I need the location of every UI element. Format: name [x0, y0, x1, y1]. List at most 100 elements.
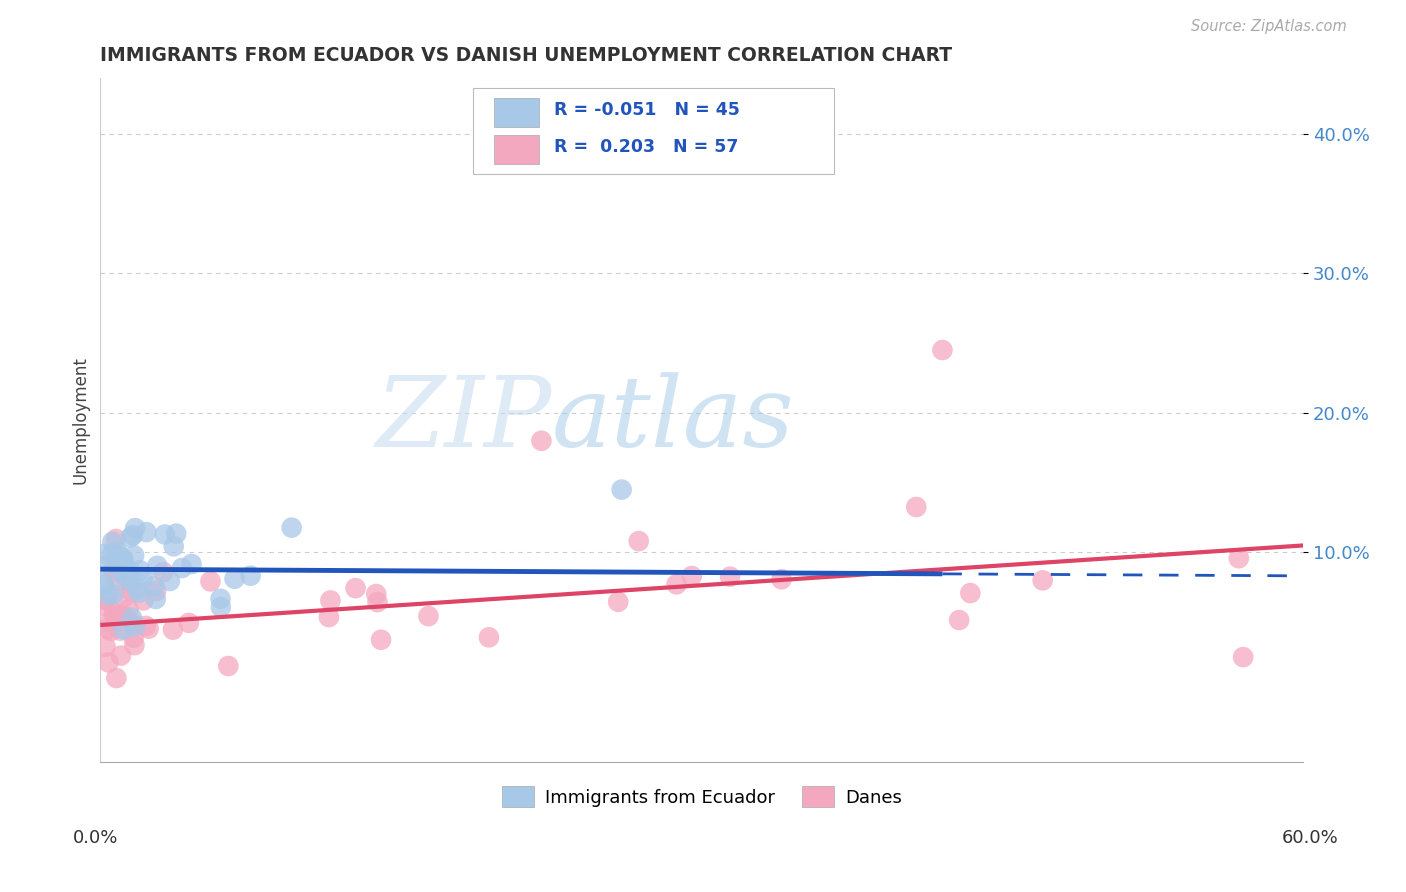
Point — [105, 544, 128, 558]
Point — [103, 606, 125, 620]
Point — [122, 549, 145, 563]
Point — [112, 623, 135, 637]
Point — [770, 572, 793, 586]
Point — [143, 579, 166, 593]
FancyBboxPatch shape — [494, 98, 540, 127]
Point — [127, 582, 149, 596]
Point — [105, 671, 128, 685]
Point — [93, 547, 115, 561]
Point — [665, 577, 688, 591]
Point — [610, 483, 633, 497]
Point — [177, 615, 200, 630]
Point — [630, 154, 652, 169]
Point — [132, 593, 155, 607]
Point — [98, 615, 121, 629]
Point — [209, 591, 232, 606]
Point — [101, 547, 124, 561]
Point — [110, 648, 132, 663]
Point — [96, 622, 118, 636]
Point — [122, 528, 145, 542]
Point — [135, 619, 157, 633]
Y-axis label: Unemployment: Unemployment — [72, 356, 89, 483]
Point — [152, 565, 174, 579]
Point — [478, 630, 501, 644]
Point — [948, 613, 970, 627]
Point — [145, 592, 167, 607]
Point — [118, 574, 141, 588]
Point — [129, 563, 152, 577]
Text: ZIP: ZIP — [375, 372, 551, 467]
Point — [93, 592, 115, 607]
Point — [94, 592, 117, 607]
Point — [530, 434, 553, 448]
Point — [200, 574, 222, 589]
Point — [931, 343, 953, 357]
FancyBboxPatch shape — [474, 88, 834, 174]
Point — [224, 572, 246, 586]
Point — [105, 574, 128, 588]
Text: R = -0.051   N = 45: R = -0.051 N = 45 — [554, 102, 740, 120]
Point — [112, 552, 135, 566]
Point — [681, 569, 703, 583]
Point — [128, 585, 150, 599]
Point — [180, 557, 202, 571]
Point — [124, 638, 146, 652]
Point — [96, 588, 118, 602]
Point — [162, 623, 184, 637]
Point — [93, 559, 115, 574]
Point — [103, 587, 125, 601]
Point — [112, 554, 135, 568]
Point — [93, 599, 115, 614]
Point — [1232, 650, 1254, 665]
Text: 0.0%: 0.0% — [73, 829, 118, 847]
Text: IMMIGRANTS FROM ECUADOR VS DANISH UNEMPLOYMENT CORRELATION CHART: IMMIGRANTS FROM ECUADOR VS DANISH UNEMPL… — [100, 46, 952, 65]
Point — [97, 656, 120, 670]
Point — [112, 609, 135, 624]
Text: Source: ZipAtlas.com: Source: ZipAtlas.com — [1191, 20, 1347, 34]
Point — [153, 527, 176, 541]
Point — [124, 619, 146, 633]
Point — [607, 595, 630, 609]
Point — [105, 558, 128, 572]
Point — [418, 609, 440, 624]
Point — [105, 532, 128, 546]
Point — [209, 600, 232, 615]
Point — [103, 608, 125, 623]
Point — [170, 561, 193, 575]
Point — [108, 624, 131, 638]
Text: atlas: atlas — [551, 372, 794, 467]
Point — [93, 576, 115, 591]
Point — [146, 558, 169, 573]
Point — [138, 622, 160, 636]
Point — [318, 610, 340, 624]
Point — [145, 584, 167, 599]
Point — [124, 521, 146, 535]
Point — [959, 586, 981, 600]
Point — [120, 565, 142, 579]
Point — [110, 607, 132, 622]
Point — [280, 521, 302, 535]
FancyBboxPatch shape — [494, 136, 540, 164]
Point — [101, 534, 124, 549]
Point — [100, 624, 122, 638]
Point — [366, 587, 388, 601]
Point — [108, 549, 131, 563]
Legend: Immigrants from Ecuador, Danes: Immigrants from Ecuador, Danes — [495, 779, 910, 814]
Point — [1227, 551, 1250, 566]
Point — [117, 602, 139, 616]
Point — [217, 659, 239, 673]
Point — [319, 593, 342, 607]
Point — [163, 539, 186, 553]
Point — [132, 571, 155, 585]
Point — [1032, 574, 1054, 588]
Point — [627, 534, 650, 549]
Point — [94, 640, 117, 654]
Point — [112, 591, 135, 606]
Text: R =  0.203   N = 57: R = 0.203 N = 57 — [554, 138, 738, 156]
Point — [122, 631, 145, 645]
Text: 60.0%: 60.0% — [1282, 829, 1339, 847]
Point — [344, 581, 367, 595]
Point — [93, 579, 115, 593]
Point — [367, 595, 389, 609]
Point — [112, 570, 135, 584]
